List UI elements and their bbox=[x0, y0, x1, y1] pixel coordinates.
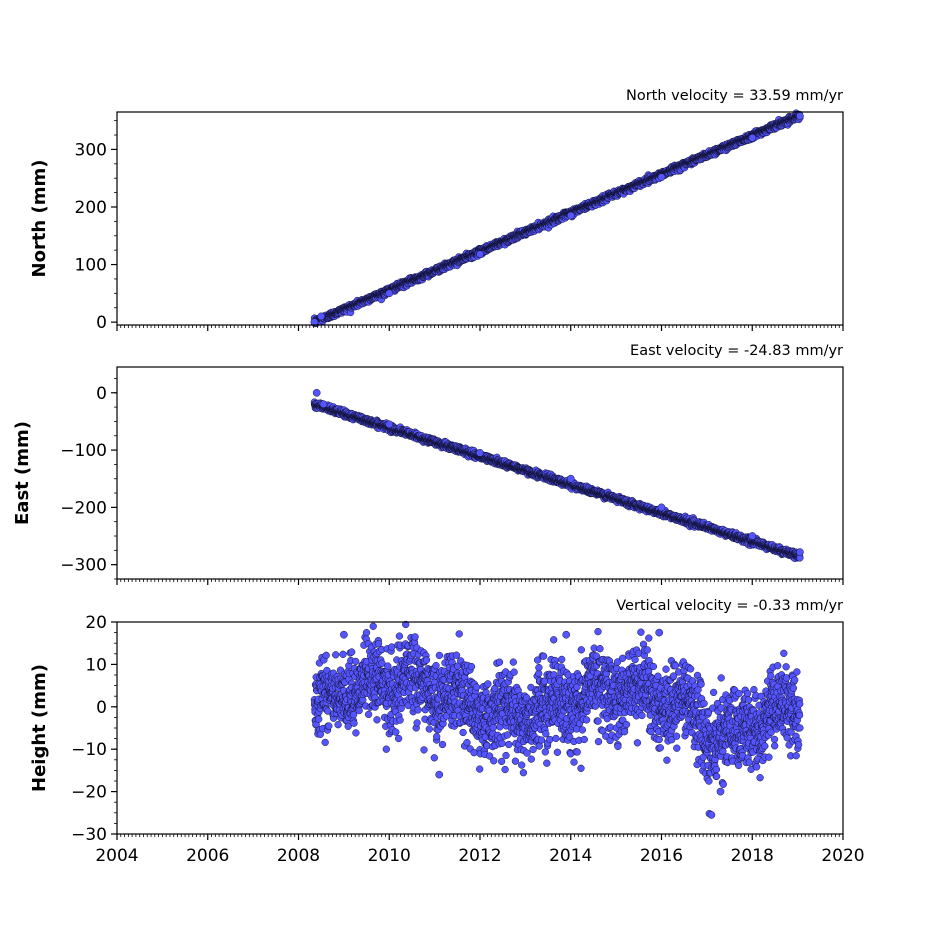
north-scatter-points bbox=[310, 109, 804, 328]
data-point bbox=[385, 289, 394, 298]
data-point bbox=[476, 250, 484, 259]
north-y-axis: 0 100 200 300 bbox=[75, 120, 117, 333]
north-panel: 0 100 200 300 North (mm) North velocity = 3… bbox=[29, 88, 844, 333]
data-point bbox=[748, 134, 757, 142]
data-point bbox=[796, 112, 804, 120]
north-x-axis bbox=[116, 325, 844, 331]
north-velocity-title: North velocity = 33.59 mm/yr bbox=[626, 88, 843, 104]
east-panel: 0−100−200−300 East (mm) East velocity = … bbox=[12, 343, 844, 585]
y-tick-label: 0 bbox=[96, 313, 107, 333]
y-tick-label: 200 bbox=[75, 198, 107, 218]
data-point bbox=[566, 211, 575, 220]
y-tick-label: 300 bbox=[75, 140, 107, 160]
y-tick-label: 100 bbox=[75, 256, 107, 276]
data-point bbox=[657, 173, 666, 181]
data-point bbox=[317, 312, 326, 321]
east-scatter-points bbox=[310, 388, 804, 563]
north-y-axis-label: North (mm) bbox=[29, 160, 50, 278]
